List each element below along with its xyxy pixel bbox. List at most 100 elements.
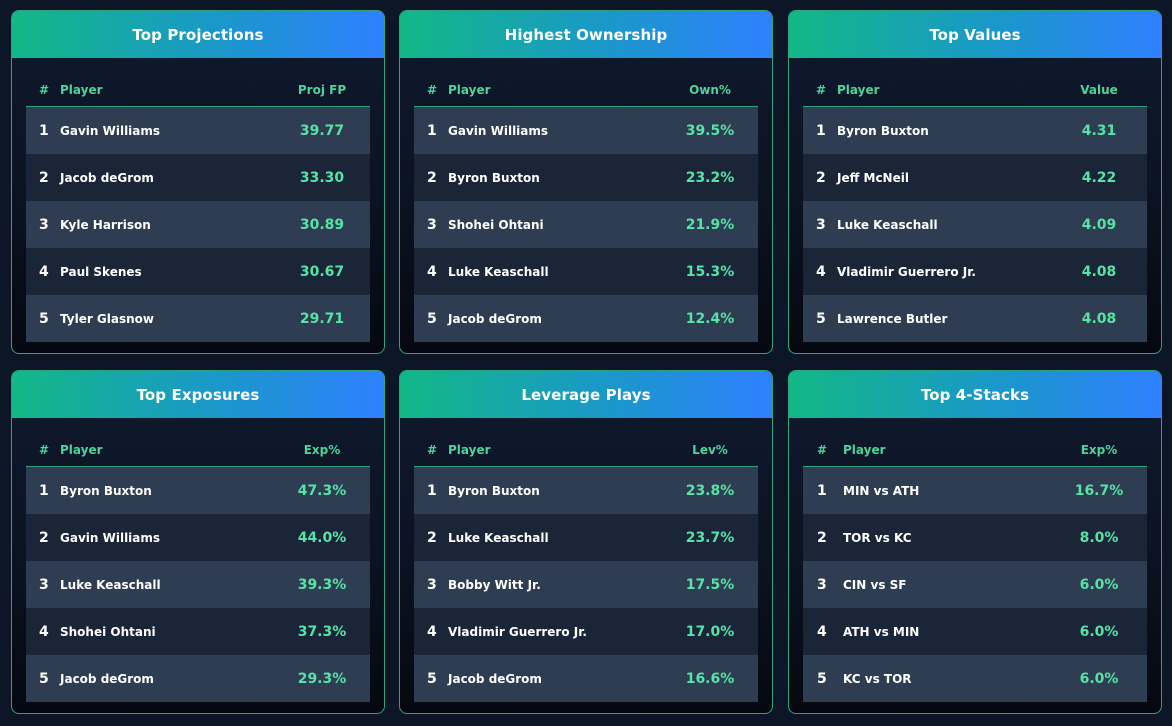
table-row: 1 Byron Buxton 23.8% bbox=[414, 467, 758, 514]
table-row: 3 CIN vs SF 6.0% bbox=[803, 561, 1147, 608]
row-player: Luke Keaschall bbox=[448, 264, 549, 279]
table-row: 3 Luke Keaschall 4.09 bbox=[803, 201, 1147, 248]
table-row: 1 Gavin Williams 39.5% bbox=[414, 107, 758, 154]
row-player: Byron Buxton bbox=[837, 123, 929, 138]
row-player: MIN vs ATH bbox=[843, 483, 920, 498]
table-row: 5 Tyler Glasnow 29.71 bbox=[26, 295, 370, 342]
row-value: 6.0% bbox=[1079, 670, 1119, 687]
row-rank: 5 bbox=[427, 310, 437, 327]
table-row: 2 Jeff McNeil 4.22 bbox=[803, 154, 1147, 201]
card-title: Top Values bbox=[929, 25, 1021, 44]
table-row: 1 Byron Buxton 47.3% bbox=[26, 467, 370, 514]
stacks-table: # Player Exp% 1 MIN vs ATH 16.7% 2 TOR v… bbox=[803, 434, 1147, 702]
card-top-projections: Top Projections # Player Proj FP 1 Gavin… bbox=[11, 10, 385, 354]
row-player: Tyler Glasnow bbox=[60, 311, 155, 326]
ownership-table: # Player Own% 1 Gavin Williams 39.5% 2 B… bbox=[414, 74, 758, 342]
card-highest-ownership: Highest Ownership # Player Own% 1 Gavin … bbox=[399, 10, 773, 354]
column-header-rank: # bbox=[817, 443, 828, 457]
row-player: Vladimir Guerrero Jr. bbox=[837, 264, 976, 279]
row-player: Bobby Witt Jr. bbox=[448, 577, 541, 592]
row-rank: 1 bbox=[427, 482, 437, 499]
table-row: 4 Vladimir Guerrero Jr. 4.08 bbox=[803, 248, 1147, 295]
row-player: Paul Skenes bbox=[60, 264, 142, 279]
row-rank: 5 bbox=[39, 670, 49, 687]
row-player: TOR vs KC bbox=[843, 530, 912, 545]
table-row: 2 Luke Keaschall 23.7% bbox=[414, 514, 758, 561]
row-rank: 2 bbox=[427, 169, 437, 186]
row-rank: 2 bbox=[816, 169, 826, 186]
row-value: 39.5% bbox=[685, 122, 735, 139]
row-value: 4.09 bbox=[1081, 216, 1117, 233]
row-rank: 3 bbox=[816, 216, 826, 233]
table-row: 4 Luke Keaschall 15.3% bbox=[414, 248, 758, 295]
row-value: 17.0% bbox=[685, 623, 735, 640]
row-rank: 5 bbox=[817, 670, 827, 687]
row-rank: 4 bbox=[39, 623, 49, 640]
row-value: 44.0% bbox=[297, 529, 347, 546]
card-top-4-stacks: Top 4-Stacks # Player Exp% 1 MIN vs ATH … bbox=[788, 370, 1162, 714]
row-value: 30.89 bbox=[299, 216, 345, 233]
row-player: Jacob deGrom bbox=[60, 671, 154, 686]
table-row: 2 TOR vs KC 8.0% bbox=[803, 514, 1147, 561]
row-value: 6.0% bbox=[1079, 576, 1119, 593]
table-row: 3 Kyle Harrison 30.89 bbox=[26, 201, 370, 248]
row-player: Shohei Ohtani bbox=[60, 624, 156, 639]
row-player: Gavin Williams bbox=[60, 123, 161, 138]
row-rank: 4 bbox=[816, 263, 826, 280]
table-row: 3 Luke Keaschall 39.3% bbox=[26, 561, 370, 608]
leverage-table: # Player Lev% 1 Byron Buxton 23.8% 2 Luk… bbox=[414, 434, 758, 702]
row-value: 21.9% bbox=[685, 216, 735, 233]
row-value: 16.7% bbox=[1074, 482, 1124, 499]
row-rank: 1 bbox=[816, 122, 826, 139]
row-value: 12.4% bbox=[685, 310, 735, 327]
row-value: 23.7% bbox=[685, 529, 735, 546]
column-header-rank: # bbox=[427, 83, 438, 97]
card-top-values: Top Values # Player Value 1 Byron Buxton… bbox=[788, 10, 1162, 354]
column-header-player: Player bbox=[60, 443, 103, 457]
column-header-value: Exp% bbox=[1080, 443, 1118, 457]
row-rank: 4 bbox=[39, 263, 49, 280]
column-header-value: Exp% bbox=[303, 443, 341, 457]
row-rank: 3 bbox=[817, 576, 827, 593]
row-player: Shohei Ohtani bbox=[448, 217, 544, 232]
row-value: 8.0% bbox=[1079, 529, 1119, 546]
card-header: Top Projections bbox=[12, 11, 384, 58]
row-rank: 4 bbox=[427, 623, 437, 640]
row-value: 23.2% bbox=[685, 169, 735, 186]
table-row: 5 Jacob deGrom 12.4% bbox=[414, 295, 758, 342]
row-rank: 2 bbox=[39, 529, 49, 546]
row-player: Byron Buxton bbox=[448, 170, 540, 185]
row-value: 30.67 bbox=[299, 263, 345, 280]
row-value: 37.3% bbox=[297, 623, 347, 640]
row-rank: 2 bbox=[817, 529, 827, 546]
card-header: Top 4-Stacks bbox=[789, 371, 1161, 418]
row-player: Byron Buxton bbox=[448, 483, 540, 498]
table-header: # Player Lev% bbox=[414, 434, 758, 467]
row-rank: 1 bbox=[39, 482, 49, 499]
table-row: 5 KC vs TOR 6.0% bbox=[803, 655, 1147, 702]
row-rank: 2 bbox=[427, 529, 437, 546]
table-row: 3 Shohei Ohtani 21.9% bbox=[414, 201, 758, 248]
row-player: Luke Keaschall bbox=[837, 217, 938, 232]
row-value: 47.3% bbox=[297, 482, 347, 499]
row-value: 23.8% bbox=[685, 482, 735, 499]
table-row: 5 Jacob deGrom 29.3% bbox=[26, 655, 370, 702]
row-player: Luke Keaschall bbox=[448, 530, 549, 545]
row-rank: 3 bbox=[427, 216, 437, 233]
table-row: 1 MIN vs ATH 16.7% bbox=[803, 467, 1147, 514]
column-header-player: Player bbox=[448, 443, 491, 457]
row-rank: 3 bbox=[39, 576, 49, 593]
row-player: Gavin Williams bbox=[60, 530, 161, 545]
row-rank: 4 bbox=[817, 623, 827, 640]
row-player: Jacob deGrom bbox=[448, 311, 542, 326]
column-header-value: Own% bbox=[689, 83, 731, 97]
card-header: Leverage Plays bbox=[400, 371, 772, 418]
table-row: 3 Bobby Witt Jr. 17.5% bbox=[414, 561, 758, 608]
row-value: 4.22 bbox=[1081, 169, 1117, 186]
exposures-table: # Player Exp% 1 Byron Buxton 47.3% 2 Gav… bbox=[26, 434, 370, 702]
column-header-player: Player bbox=[60, 83, 103, 97]
row-rank: 2 bbox=[39, 169, 49, 186]
card-header: Highest Ownership bbox=[400, 11, 772, 58]
table-row: 2 Byron Buxton 23.2% bbox=[414, 154, 758, 201]
